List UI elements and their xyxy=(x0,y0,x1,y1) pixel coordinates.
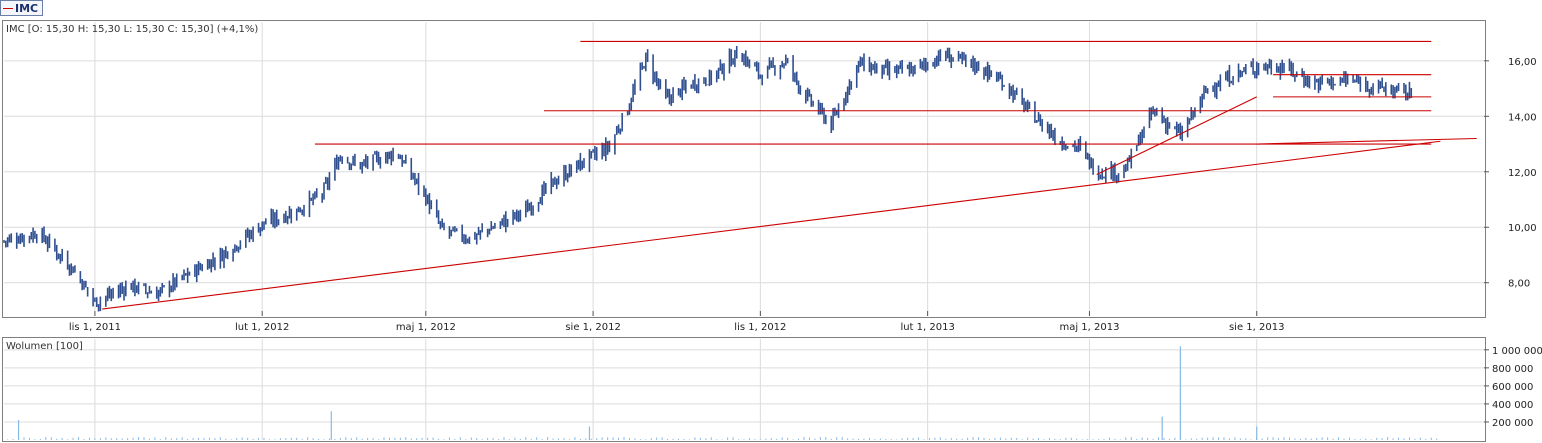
volume-y-axis: 200 000 400 000 600 000 800 000 1 000 000 xyxy=(1484,346,1542,429)
price-y-tick-label: 12,00 xyxy=(1508,168,1537,179)
volume-grid xyxy=(4,339,1484,440)
volume-y-tick-label: 1 000 000 xyxy=(1492,346,1542,357)
price-y-axis: 8,00 10,00 12,00 14,00 16,00 xyxy=(1484,57,1537,290)
price-x-tick-label: sie 1, 2013 xyxy=(1229,322,1285,333)
price-y-tick-label: 10,00 xyxy=(1508,223,1537,234)
price-y-tick-label: 14,00 xyxy=(1508,112,1537,123)
volume-y-tick-label: 200 000 xyxy=(1492,418,1533,429)
trend-lines xyxy=(102,40,1477,310)
price-x-tick-label: sie 1, 2012 xyxy=(565,322,621,333)
price-x-tick-label: lut 1, 2013 xyxy=(900,322,954,333)
price-y-tick-label: 16,00 xyxy=(1508,57,1537,68)
volume-y-tick-label: 600 000 xyxy=(1492,382,1533,393)
volume-panel-title: Wolumen [100] xyxy=(6,341,83,352)
volume-y-tick-label: 800 000 xyxy=(1492,364,1533,375)
price-panel-title: IMC [O: 15,30 H: 15,30 L: 15,30 C: 15,30… xyxy=(6,24,258,35)
series-line-icon xyxy=(3,7,13,9)
price-x-tick-label: maj 1, 2013 xyxy=(1059,322,1119,333)
price-y-tick-label: 8,00 xyxy=(1508,279,1530,290)
price-x-tick-label: lis 1, 2012 xyxy=(734,322,786,333)
tab-label: IMC xyxy=(15,1,39,15)
volume-y-tick-label: 400 000 xyxy=(1492,400,1533,411)
trend-line xyxy=(1256,137,1477,145)
trend-line xyxy=(102,140,1441,310)
price-x-tick-label: lis 1, 2011 xyxy=(69,322,121,333)
price-x-axis: lis 1, 2011 lut 1, 2012 maj 1, 2012 sie 1, … xyxy=(69,311,1285,333)
price-x-tick-label: maj 1, 2012 xyxy=(396,322,456,333)
volume-bars xyxy=(7,346,1438,440)
price-bars xyxy=(3,45,1413,312)
volume-panel xyxy=(2,337,1486,442)
price-x-tick-label: lut 1, 2012 xyxy=(235,322,289,333)
chart-tab[interactable]: IMC xyxy=(0,0,44,16)
trend-line xyxy=(1096,96,1257,176)
